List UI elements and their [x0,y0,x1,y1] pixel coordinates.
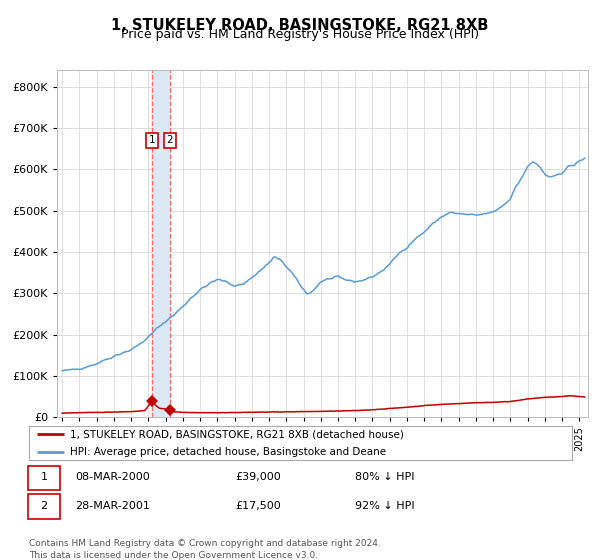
Text: 1, STUKELEY ROAD, BASINGSTOKE, RG21 8XB (detached house): 1, STUKELEY ROAD, BASINGSTOKE, RG21 8XB … [70,430,403,439]
Text: 1, STUKELEY ROAD, BASINGSTOKE, RG21 8XB: 1, STUKELEY ROAD, BASINGSTOKE, RG21 8XB [112,18,488,33]
FancyBboxPatch shape [28,465,60,490]
Text: 1: 1 [148,136,155,145]
Text: £39,000: £39,000 [235,472,281,482]
FancyBboxPatch shape [28,494,60,519]
Text: £17,500: £17,500 [235,501,281,511]
Text: Price paid vs. HM Land Registry's House Price Index (HPI): Price paid vs. HM Land Registry's House … [121,28,479,41]
Text: 28-MAR-2001: 28-MAR-2001 [75,501,150,511]
Text: 1: 1 [41,472,47,482]
Text: Contains HM Land Registry data © Crown copyright and database right 2024.
This d: Contains HM Land Registry data © Crown c… [29,539,380,559]
Text: 2: 2 [40,501,47,511]
Text: 92% ↓ HPI: 92% ↓ HPI [355,501,414,511]
Text: 2: 2 [166,136,173,145]
Text: 80% ↓ HPI: 80% ↓ HPI [355,472,414,482]
Text: HPI: Average price, detached house, Basingstoke and Deane: HPI: Average price, detached house, Basi… [70,447,386,456]
Bar [152,70,170,417]
Text: 08-MAR-2000: 08-MAR-2000 [75,472,150,482]
